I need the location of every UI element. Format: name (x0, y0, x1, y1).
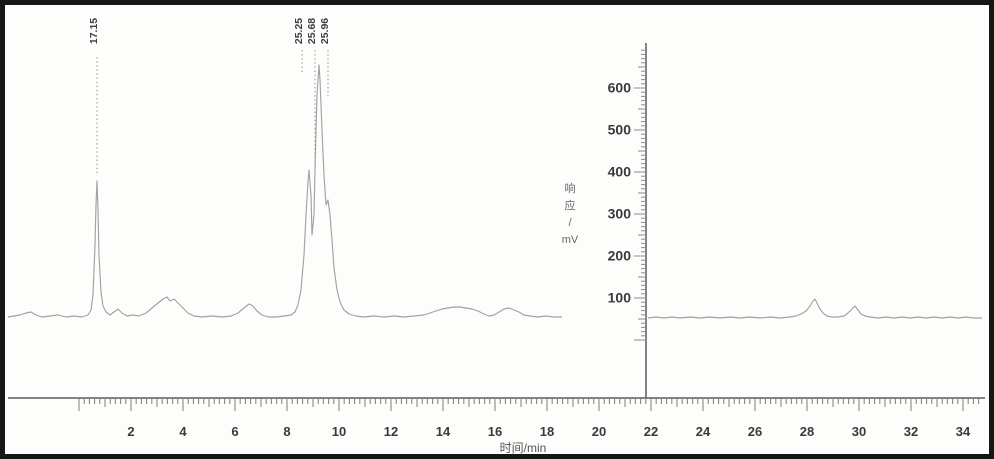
x-tick-label: 22 (644, 424, 658, 439)
x-tick-label: 30 (852, 424, 866, 439)
x-tick-label: 24 (696, 424, 711, 439)
y-axis-title-char: 响 (565, 182, 576, 195)
trace-left (7, 64, 562, 318)
x-tick-label: 28 (800, 424, 814, 439)
x-tick-label: 10 (332, 424, 346, 439)
x-tick-label: 20 (592, 424, 606, 439)
peak-label: 25.25 (293, 18, 305, 44)
x-tick-label: 6 (231, 424, 238, 439)
peak-label: 25.96 (319, 18, 331, 44)
x-tick-label: 2 (127, 424, 134, 439)
y-axis-title-char: / (568, 217, 572, 229)
y-axis-title-char: mV (562, 234, 579, 246)
x-axis-title: 时间/min (500, 441, 547, 455)
x-tick-label: 8 (283, 424, 290, 439)
y-tick-label: 600 (608, 80, 632, 96)
peak-label: 17.15 (88, 18, 100, 44)
y-tick-label: 400 (608, 164, 632, 180)
y-tick-label: 300 (608, 206, 632, 222)
x-tick-label: 14 (436, 424, 451, 439)
trace-right (647, 298, 982, 319)
y-tick-label: 100 (608, 290, 632, 306)
y-tick-label: 500 (608, 122, 632, 138)
x-tick-label: 26 (748, 424, 762, 439)
x-tick-label: 4 (179, 424, 187, 439)
y-tick-label: 200 (608, 248, 632, 264)
x-tick-label: 16 (488, 424, 502, 439)
y-axis-title-char: 应 (565, 198, 576, 212)
peak-label: 25.68 (306, 18, 318, 44)
x-tick-label: 18 (540, 424, 554, 439)
x-tick-label: 34 (956, 424, 971, 439)
x-tick-label: 12 (384, 424, 398, 439)
x-tick-label: 32 (904, 424, 918, 439)
